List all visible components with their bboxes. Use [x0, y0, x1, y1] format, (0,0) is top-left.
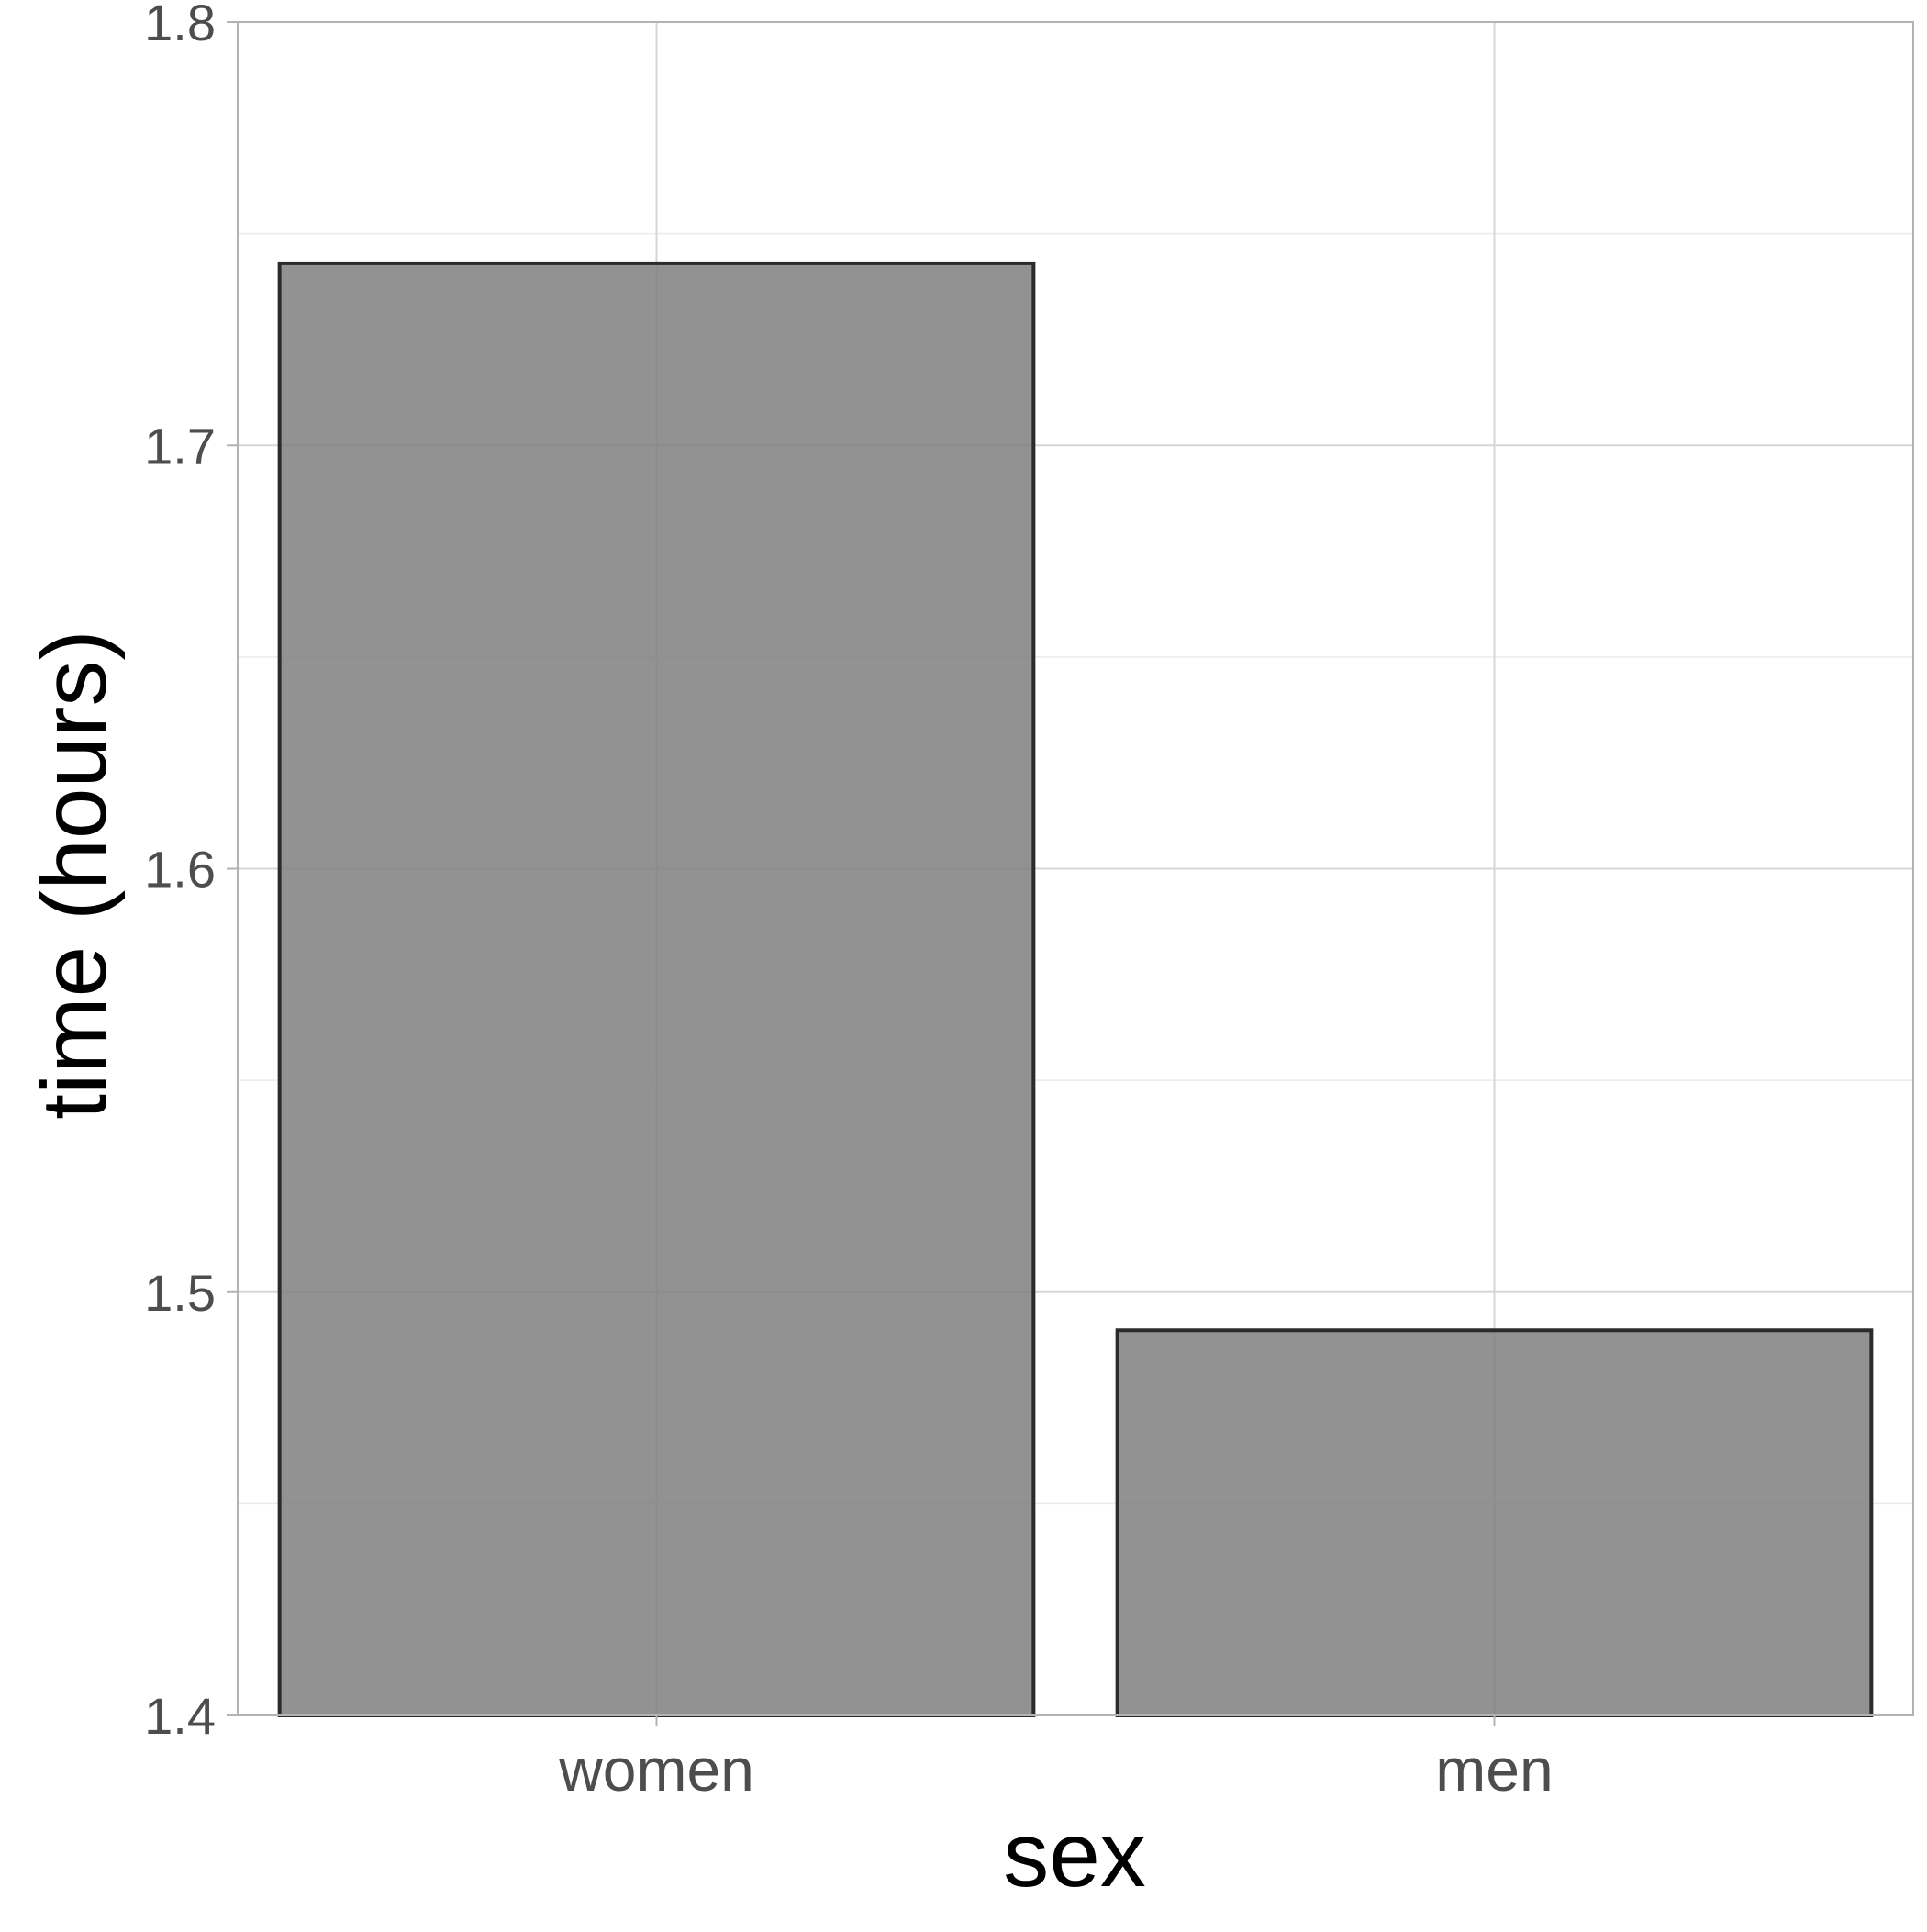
y-tick-label: 1.5 [144, 1264, 216, 1322]
y-tick-label: 1.6 [144, 841, 216, 899]
bars [277, 261, 1874, 1718]
bar-men [1115, 1328, 1874, 1717]
y-tick-label: 1.4 [144, 1687, 216, 1745]
y-tick-label: 1.7 [144, 417, 216, 475]
y-axis-title: time (hours) [23, 630, 126, 1119]
x-tick-label: women [558, 1736, 754, 1804]
x-tick-label: men [1435, 1736, 1553, 1804]
y-tick-label: 1.8 [144, 0, 216, 51]
x-axis-title: sex [1003, 1804, 1146, 1906]
x-axis-ticks: women men [558, 1715, 1554, 1804]
y-axis-ticks: 1.4 1.5 1.6 1.7 1.8 [144, 0, 238, 1745]
bar-women [277, 261, 1036, 1718]
